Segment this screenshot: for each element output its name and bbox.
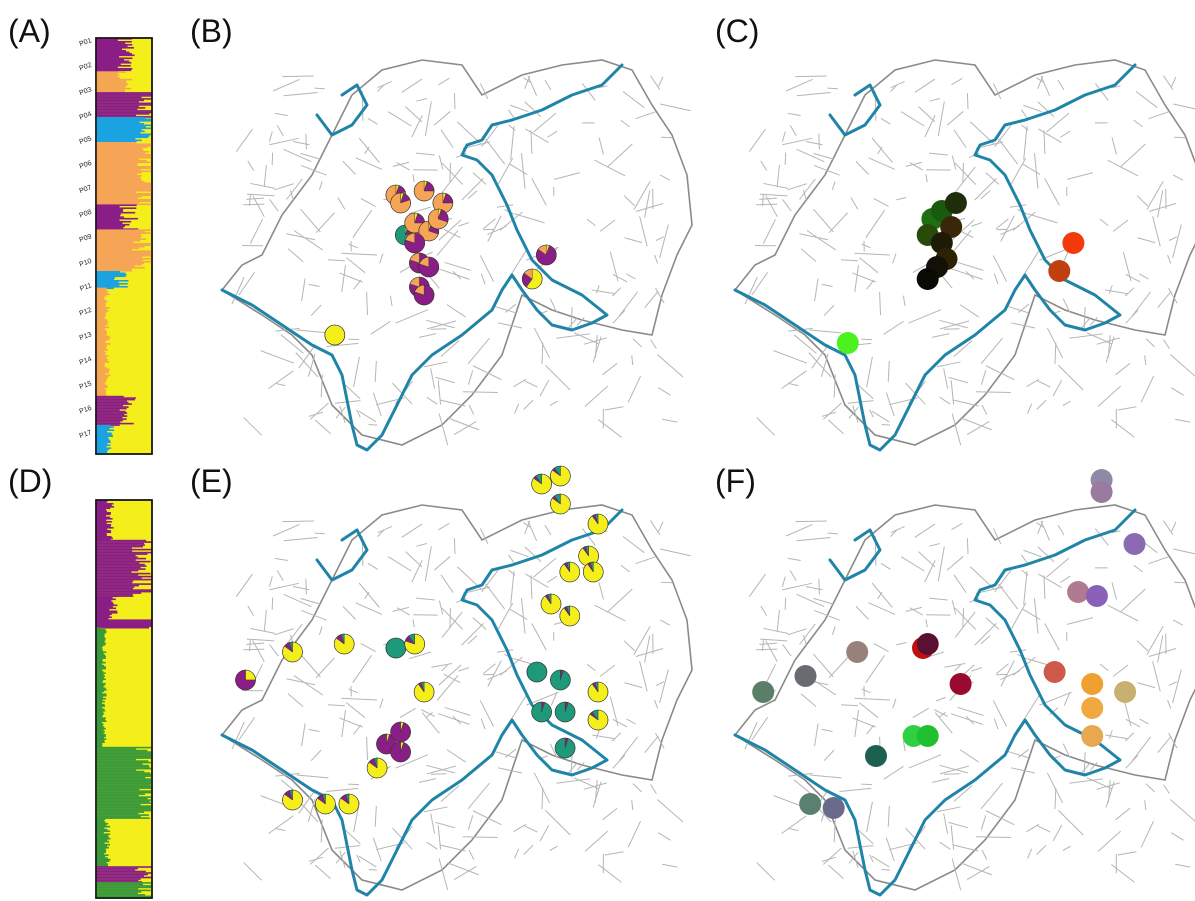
color-dot [1090, 481, 1113, 503]
color-dot [836, 332, 859, 354]
tick-label: P01 [79, 37, 93, 48]
color-dot [916, 268, 939, 290]
tick-label: P08 [79, 209, 93, 220]
pie-marker [404, 633, 425, 655]
pie-marker [540, 593, 562, 615]
tick-label: P17 [79, 429, 93, 440]
dot-markers-c [836, 192, 1085, 354]
pie-marker [418, 256, 440, 278]
panel-label-c: (C) [715, 13, 759, 49]
color-dot [865, 745, 887, 767]
pie-marker [404, 232, 425, 254]
tick-label: P15 [79, 380, 93, 391]
color-dot [1081, 725, 1104, 747]
pie-marker [413, 180, 435, 202]
color-dot [916, 633, 939, 655]
color-dot [1048, 260, 1071, 282]
tick-label: P05 [79, 135, 93, 146]
map-b [220, 58, 694, 452]
color-dot [916, 725, 939, 747]
color-dot [1081, 673, 1104, 695]
pie-marker [315, 793, 336, 815]
pie-marker [531, 701, 552, 723]
tick-label: P07 [79, 184, 93, 195]
pie-marker [235, 669, 256, 691]
pie-markers-b [324, 180, 557, 346]
color-dot [1043, 661, 1066, 683]
pie-marker [282, 641, 303, 663]
panel-label-f: (F) [715, 463, 756, 499]
color-dot [1062, 232, 1085, 254]
color-dot [822, 797, 845, 819]
pie-marker [587, 709, 609, 731]
pie-marker [385, 637, 407, 659]
pie-marker [554, 701, 576, 723]
tick-label: P02 [79, 62, 93, 73]
panel-label-e: (E) [190, 463, 233, 499]
pie-marker [582, 561, 604, 583]
pie-marker [521, 268, 543, 290]
pie-marker [324, 324, 346, 346]
tick-label: P16 [79, 405, 93, 416]
structure-bar-a-ticks: P01 P02 P03 P04 P05 P06 P07 P08 P09 P10 P11 P12 P13 P… [79, 37, 93, 440]
color-dot [1123, 533, 1146, 555]
pie-marker [550, 493, 571, 515]
pie-marker [390, 741, 411, 763]
pie-marker [526, 661, 548, 683]
dot-markers-f [752, 469, 1146, 819]
pie-marker [390, 192, 411, 214]
map-c [733, 58, 1195, 452]
pie-marker [587, 513, 609, 535]
pie-marker [366, 757, 388, 779]
pie-marker [587, 681, 609, 703]
color-dot [1114, 681, 1137, 703]
tick-label: P06 [79, 160, 93, 171]
color-dot [944, 192, 967, 214]
structure-bar-a [95, 37, 153, 455]
tick-label: P12 [79, 307, 93, 318]
tick-label: P10 [79, 258, 93, 269]
tick-label: P13 [79, 331, 93, 342]
pie-marker [413, 681, 435, 703]
tick-label: P11 [79, 282, 93, 293]
color-dot [794, 665, 817, 687]
pie-marker [531, 473, 552, 495]
pie-marker [554, 737, 576, 759]
pie-markers-e [235, 465, 609, 815]
color-dot [1081, 697, 1104, 719]
color-dot [949, 673, 972, 695]
tick-label: P09 [79, 233, 93, 244]
color-dot [799, 793, 822, 815]
color-dot [846, 641, 869, 663]
pie-marker [413, 284, 435, 306]
pie-marker [333, 633, 355, 655]
pie-marker [338, 793, 360, 815]
tick-label: P04 [79, 111, 93, 122]
pie-marker [550, 465, 571, 487]
map-e [220, 465, 694, 897]
pie-marker [550, 669, 571, 691]
pie-marker [390, 721, 411, 743]
color-dot [940, 216, 963, 238]
pie-marker [282, 789, 303, 811]
panel-label-d: (D) [8, 463, 52, 499]
pie-marker [559, 561, 581, 583]
pie-marker [535, 244, 557, 266]
pie-marker [559, 605, 581, 627]
color-dot [752, 681, 775, 703]
color-dot [1085, 585, 1108, 607]
tick-label: P14 [79, 356, 93, 367]
color-dot [1067, 581, 1090, 603]
tick-label: P03 [79, 86, 93, 97]
panel-label-a: (A) [8, 13, 51, 49]
pie-marker [427, 208, 449, 230]
structure-bar-d [95, 499, 153, 899]
panel-label-b: (B) [190, 13, 233, 49]
map-f [733, 469, 1195, 897]
